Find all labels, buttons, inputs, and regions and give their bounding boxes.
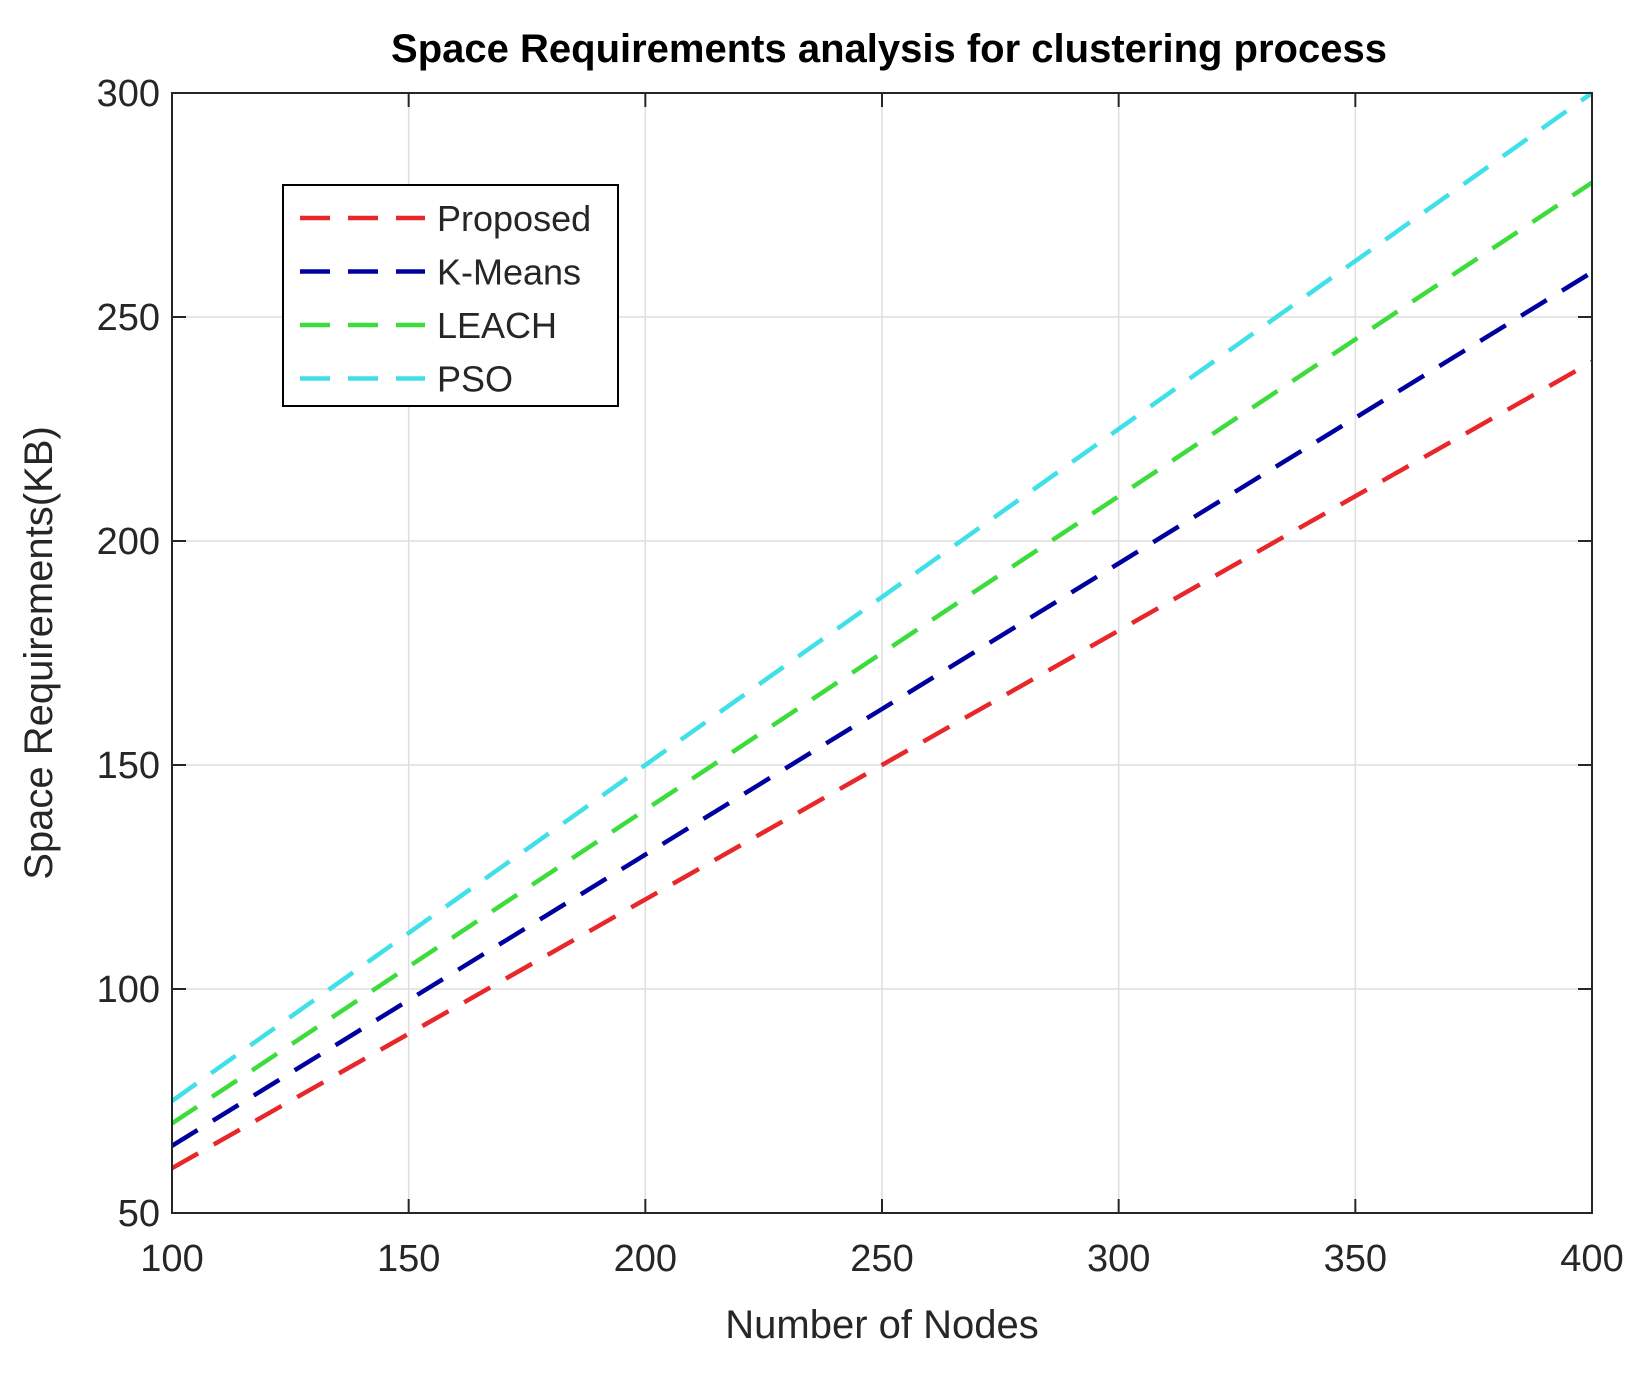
legend-box (282, 184, 619, 407)
x-tick-label: 200 (614, 1238, 677, 1280)
x-tick-label: 350 (1324, 1238, 1387, 1280)
legend-label-leach: LEACH (437, 305, 557, 346)
series-line-leach (170, 180, 1594, 1126)
y-tick-label: 300 (97, 73, 160, 115)
legend-label-k-means: K-Means (437, 252, 581, 293)
y-tick-label: 200 (97, 521, 160, 563)
y-tick-label: 100 (97, 969, 160, 1011)
series-line-proposed (170, 359, 1594, 1171)
x-tick-label: 150 (377, 1238, 440, 1280)
y-tick-label: 50 (118, 1193, 160, 1235)
x-tick-label: 300 (1087, 1238, 1150, 1280)
x-tick-label: 400 (1560, 1238, 1623, 1280)
legend-label-pso: PSO (437, 359, 513, 400)
series-lines (170, 91, 1594, 1171)
y-tick-label: 250 (97, 297, 160, 339)
chart-title: Space Requirements analysis for clusteri… (391, 27, 1387, 71)
y-axis-label: Space Requirements(KB) (17, 426, 61, 880)
legend: Proposed K-Means LEACH PSO (282, 184, 619, 407)
series-line-pso (170, 91, 1594, 1103)
legend-label-proposed: Proposed (437, 198, 591, 239)
y-tick-label: 150 (97, 745, 160, 787)
x-tick-label: 250 (850, 1238, 913, 1280)
x-axis-label: Number of Nodes (725, 1303, 1038, 1347)
series-line-k-means (170, 270, 1594, 1148)
x-tick-label: 100 (140, 1238, 203, 1280)
